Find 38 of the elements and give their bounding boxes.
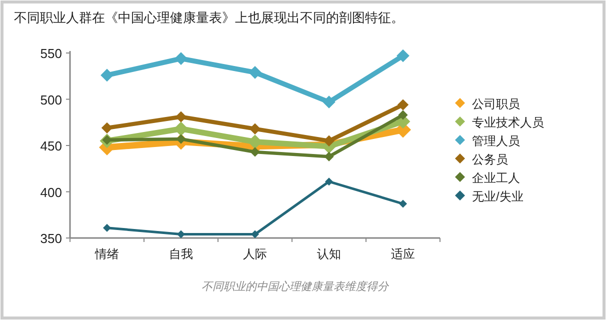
point xyxy=(322,96,336,108)
point xyxy=(324,152,334,162)
legend-label: 公司职员 xyxy=(472,97,520,111)
point xyxy=(176,134,186,144)
point xyxy=(397,99,409,110)
x-tick-label: 情绪 xyxy=(94,247,119,261)
point xyxy=(251,230,259,238)
point xyxy=(103,224,111,232)
legend-label: 专业技术人员 xyxy=(472,116,544,130)
legend-label: 公务员 xyxy=(472,152,508,166)
point xyxy=(323,135,335,146)
y-tick-label: 550 xyxy=(40,46,62,61)
point xyxy=(396,49,410,62)
point xyxy=(101,122,113,134)
point xyxy=(249,123,261,134)
x-tick-label: 认知 xyxy=(317,247,341,261)
point xyxy=(174,52,188,65)
legend-label: 无业/失业 xyxy=(472,190,524,204)
point xyxy=(399,200,407,208)
point xyxy=(250,147,260,157)
y-tick-label: 500 xyxy=(40,92,62,108)
text: 不同职业的中国心理健康量表维度得分 xyxy=(202,280,390,293)
point xyxy=(398,110,408,120)
y-tick-label: 450 xyxy=(40,138,62,154)
x-tick-label: 人际 xyxy=(243,247,267,261)
point xyxy=(100,68,114,82)
point xyxy=(248,66,262,79)
point xyxy=(175,111,187,122)
y-tick-label: 400 xyxy=(40,184,62,200)
point xyxy=(174,122,188,136)
legend-label: 管理人员 xyxy=(472,134,520,148)
chart-title: 不同职业人群在《中国心理健康量表》上也展现出不同的剖图特征。 xyxy=(14,10,404,25)
point xyxy=(177,230,185,238)
point xyxy=(325,178,333,186)
x-tick-label: 适应 xyxy=(391,247,415,261)
y-tick-label: 350 xyxy=(40,231,62,246)
legend-label: 企业工人 xyxy=(472,171,520,185)
x-tick-label: 自我 xyxy=(169,247,193,261)
